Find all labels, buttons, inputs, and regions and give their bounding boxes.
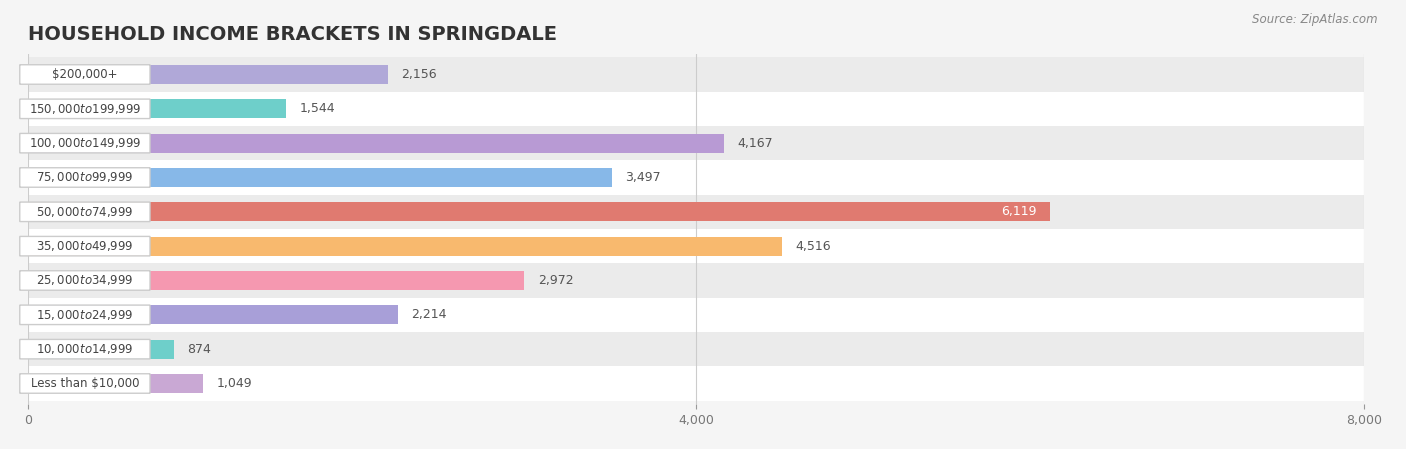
FancyBboxPatch shape [20, 305, 150, 325]
FancyBboxPatch shape [20, 339, 150, 359]
Text: 2,156: 2,156 [402, 68, 437, 81]
Text: 2,214: 2,214 [411, 308, 447, 321]
Text: 4,167: 4,167 [737, 136, 773, 150]
Bar [28, 340, 174, 359]
FancyBboxPatch shape [20, 202, 150, 221]
Bar [28, 366, 1364, 401]
Text: Source: ZipAtlas.com: Source: ZipAtlas.com [1253, 13, 1378, 26]
Bar [28, 126, 1364, 160]
Bar [28, 305, 398, 324]
Bar [28, 65, 388, 84]
Text: $10,000 to $14,999: $10,000 to $14,999 [37, 342, 134, 356]
FancyBboxPatch shape [20, 237, 150, 256]
Text: $50,000 to $74,999: $50,000 to $74,999 [37, 205, 134, 219]
FancyBboxPatch shape [20, 65, 150, 84]
Bar [28, 57, 1364, 92]
Bar [28, 374, 204, 393]
Bar [28, 237, 782, 255]
Text: $150,000 to $199,999: $150,000 to $199,999 [28, 102, 141, 116]
Text: Less than $10,000: Less than $10,000 [31, 377, 139, 390]
Text: 6,119: 6,119 [1001, 205, 1036, 218]
Bar [28, 229, 1364, 263]
Text: $100,000 to $149,999: $100,000 to $149,999 [28, 136, 141, 150]
FancyBboxPatch shape [20, 168, 150, 187]
Text: 874: 874 [187, 343, 211, 356]
Text: $25,000 to $34,999: $25,000 to $34,999 [37, 273, 134, 287]
Text: 2,972: 2,972 [537, 274, 574, 287]
Bar [28, 263, 1364, 298]
Bar [28, 202, 1050, 221]
Bar [28, 160, 1364, 195]
Text: 3,497: 3,497 [626, 171, 661, 184]
Text: 1,544: 1,544 [299, 102, 335, 115]
Bar [28, 298, 1364, 332]
FancyBboxPatch shape [20, 99, 150, 119]
Text: HOUSEHOLD INCOME BRACKETS IN SPRINGDALE: HOUSEHOLD INCOME BRACKETS IN SPRINGDALE [28, 25, 557, 44]
Bar [28, 195, 1364, 229]
Text: $15,000 to $24,999: $15,000 to $24,999 [37, 308, 134, 322]
Bar [28, 271, 524, 290]
Bar [28, 134, 724, 153]
Text: $35,000 to $49,999: $35,000 to $49,999 [37, 239, 134, 253]
Bar [28, 92, 1364, 126]
FancyBboxPatch shape [20, 271, 150, 290]
Text: $75,000 to $99,999: $75,000 to $99,999 [37, 171, 134, 185]
Bar [28, 332, 1364, 366]
FancyBboxPatch shape [20, 133, 150, 153]
Bar [28, 168, 612, 187]
Text: 1,049: 1,049 [217, 377, 252, 390]
Text: $200,000+: $200,000+ [52, 68, 118, 81]
FancyBboxPatch shape [20, 374, 150, 393]
Text: 4,516: 4,516 [796, 240, 831, 253]
Bar [28, 99, 285, 118]
